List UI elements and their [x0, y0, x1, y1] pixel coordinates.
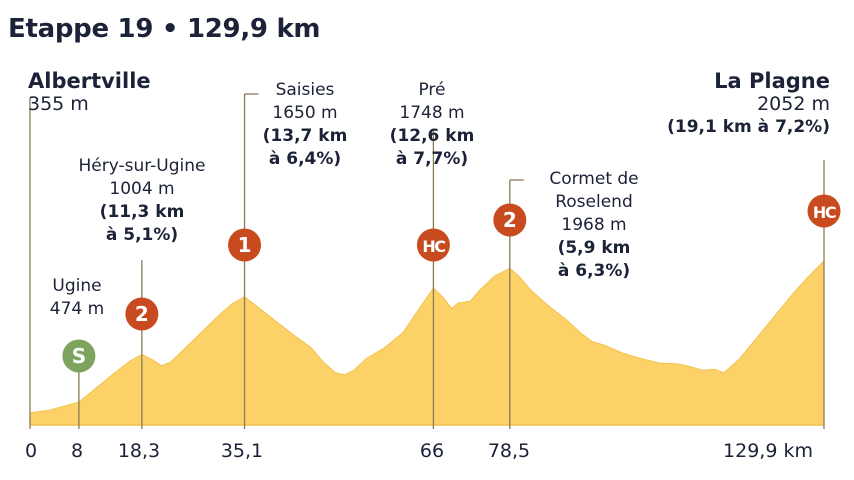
x-tick-label: 78,5	[487, 440, 531, 462]
point-name: Héry-sur-Ugine	[78, 156, 206, 176]
climb-category-badge: HC	[807, 194, 841, 228]
point-name: Roselend	[555, 192, 633, 212]
point-label-ugine: Ugine 474 m	[45, 275, 109, 321]
x-tick-label: 35,1	[220, 440, 264, 462]
point-label-pre: Pré 1748 m (12,6 km à 7,7%)	[383, 79, 481, 171]
point-climb: (13,7 km	[262, 126, 348, 146]
finish-climb: (19,1 km à 7,2%)	[667, 117, 830, 137]
point-climb: à 6,3%)	[557, 261, 631, 281]
badge-circle	[228, 228, 262, 262]
point-label-cormet: Cormet de Roselend 1968 m (5,9 km à 6,3%…	[532, 168, 656, 283]
climb-category-badge: HC	[416, 228, 450, 262]
point-name: Pré	[418, 80, 446, 100]
point-name: Saisies	[275, 80, 335, 100]
start-label: Albertville 355 m	[28, 70, 151, 116]
point-name: Cormet de	[549, 169, 639, 189]
point-climb: (5,9 km	[557, 238, 631, 258]
finish-name: La Plagne	[714, 69, 830, 93]
start-altitude: 355 m	[28, 93, 89, 115]
point-altitude: 1968 m	[561, 215, 627, 235]
climb-category-badge: 1	[228, 228, 262, 262]
x-tick-label: 0	[24, 440, 38, 462]
badge-label: HC	[813, 203, 836, 222]
badge-label: 2	[135, 302, 149, 326]
point-climb: (11,3 km	[99, 202, 185, 222]
start-name: Albertville	[28, 69, 151, 93]
badge-circle	[62, 339, 96, 373]
badge-circle	[807, 194, 841, 228]
badge-circle	[416, 228, 450, 262]
badge-circle	[493, 203, 527, 237]
badge-label: 1	[238, 233, 252, 257]
badge-label: S	[72, 344, 86, 368]
elevation-area	[29, 259, 825, 426]
point-altitude: 1650 m	[272, 103, 338, 123]
climb-category-badge: 2	[125, 297, 159, 331]
point-climb: à 5,1%)	[105, 225, 179, 245]
point-altitude: 1004 m	[109, 179, 175, 199]
point-climb: (12,6 km	[389, 126, 475, 146]
point-climb: à 6,4%)	[268, 149, 342, 169]
point-climb: à 7,7%)	[395, 149, 469, 169]
x-tick-label: 8	[70, 440, 84, 462]
point-altitude: 474 m	[49, 299, 105, 319]
badge-label: HC	[422, 237, 445, 256]
point-altitude: 1748 m	[399, 103, 465, 123]
point-name: Ugine	[52, 276, 102, 296]
finish-label: La Plagne 2052 m (19,1 km à 7,2%)	[667, 70, 830, 139]
x-tick-label: 66	[419, 440, 445, 462]
point-label-saisies: Saisies 1650 m (13,7 km à 6,4%)	[258, 79, 352, 171]
finish-altitude: 2052 m	[757, 93, 830, 115]
climb-category-badge: 2	[493, 203, 527, 237]
x-tick-label: 129,9 km	[723, 440, 813, 462]
badge-label: 2	[503, 208, 517, 232]
badge-circle	[125, 297, 159, 331]
page-title: Etappe 19 • 129,9 km	[8, 14, 321, 44]
x-tick-label: 18,3	[117, 440, 161, 462]
point-label-hery: Héry-sur-Ugine 1004 m (11,3 km à 5,1%)	[62, 155, 222, 247]
sprint-badge: S	[62, 339, 96, 373]
